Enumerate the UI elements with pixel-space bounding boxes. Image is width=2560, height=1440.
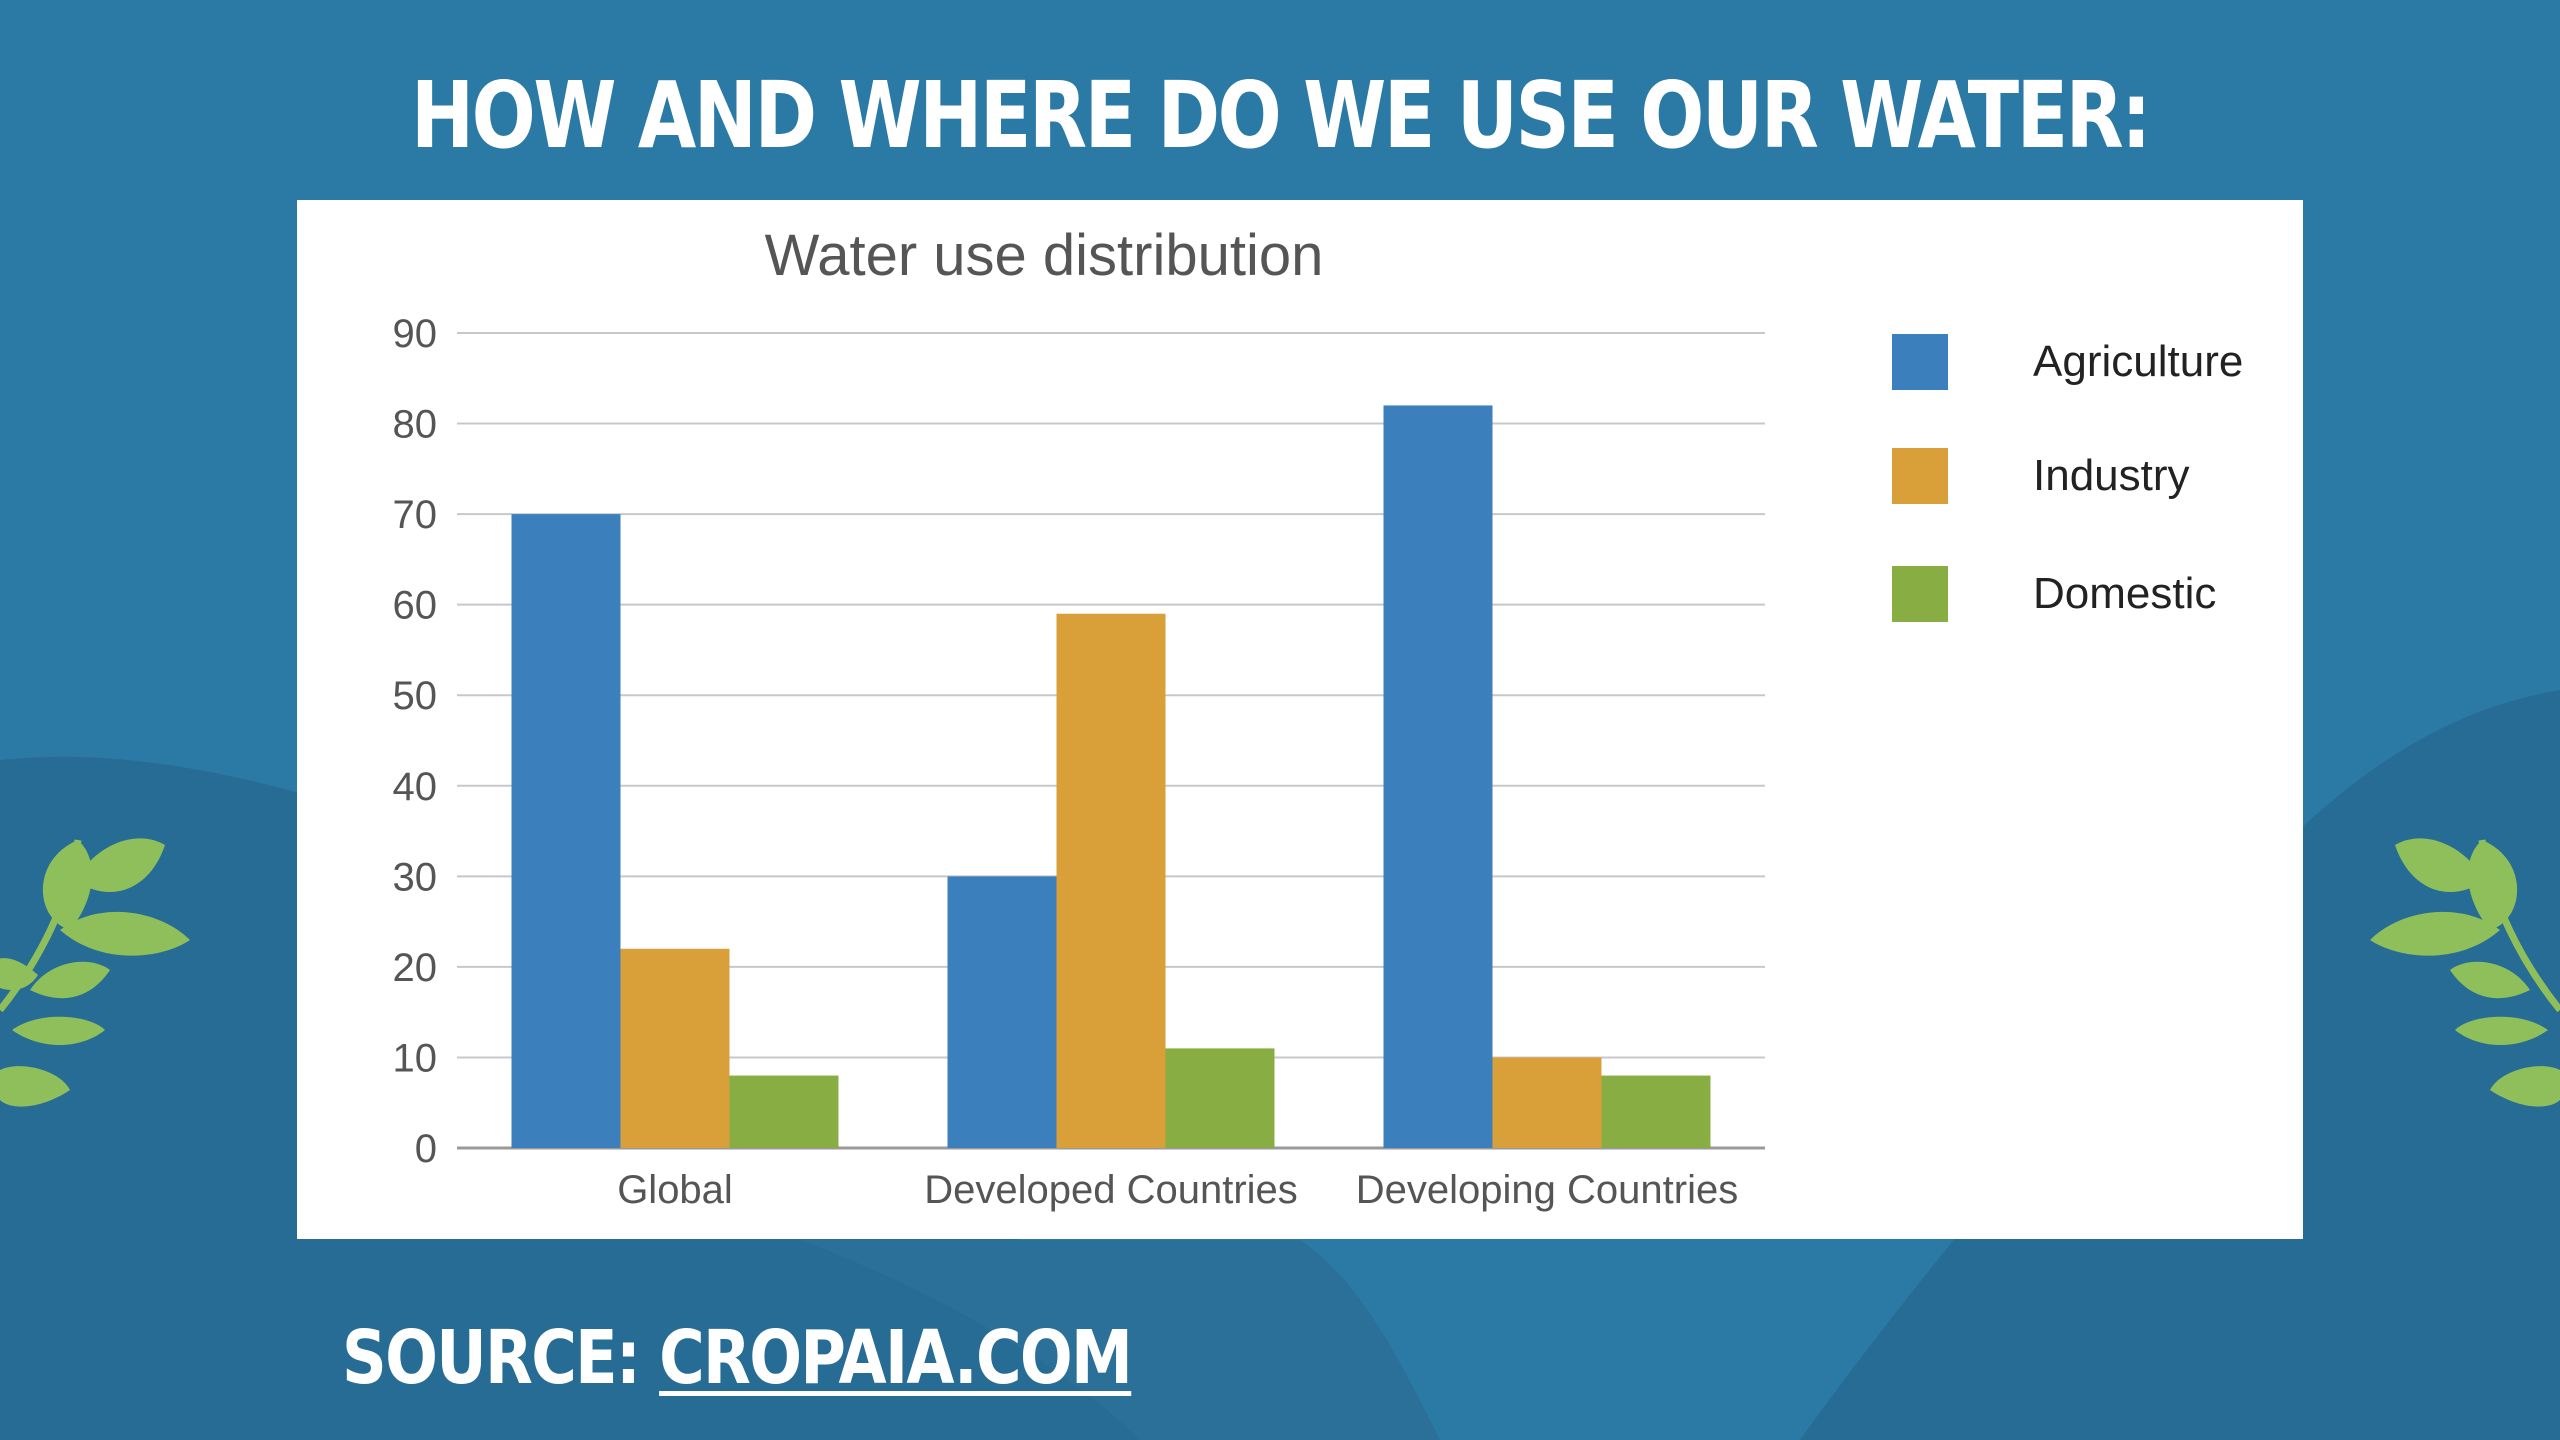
y-tick-label: 40: [393, 765, 438, 809]
bar-agriculture-global: [511, 514, 621, 1148]
water-use-bar-chart: Water use distribution 0 10 20 30 40 50 60 70 80…: [393, 223, 2244, 1212]
source-prefix: SOURCE:: [342, 1315, 660, 1401]
x-tick-label: Developed Countries: [924, 1168, 1298, 1212]
legend-label-domestic: Domestic: [2033, 569, 2216, 618]
x-tick-label: Developing Countries: [1356, 1168, 1738, 1212]
y-tick-label: 30: [393, 855, 438, 899]
legend-swatch-industry: [1892, 448, 1948, 504]
legend-swatch-agriculture: [1892, 334, 1948, 390]
bar-domestic-developing-countries: [1601, 1075, 1711, 1148]
bar-industry-global: [620, 948, 730, 1148]
chart-title: Water use distribution: [765, 223, 1324, 288]
y-tick-label: 60: [393, 584, 438, 628]
bar-agriculture-developing-countries: [1383, 405, 1493, 1148]
y-tick-label: 80: [393, 403, 438, 447]
y-axis-tick-labels: 0 10 20 30 40 50 60 70 80 90: [393, 312, 438, 1171]
x-axis-tick-labels: Global Developed Countries Developing Coun…: [617, 1168, 1738, 1212]
y-tick-label: 0: [415, 1127, 437, 1171]
leaf-branch-left-icon: [0, 838, 190, 1107]
background-wave-bottom: [800, 1240, 1440, 1440]
legend-label-industry: Industry: [2033, 451, 2190, 500]
chart-card: Water use distribution 0 10 20 30 40 50 60 70 80…: [297, 200, 2303, 1239]
leaf-branch-right-icon: [2370, 838, 2560, 1107]
legend-label-agriculture: Agriculture: [2033, 337, 2243, 386]
y-tick-label: 90: [393, 312, 438, 356]
y-tick-label: 50: [393, 674, 438, 718]
bar-domestic-global: [729, 1075, 839, 1148]
chart-legend: Agriculture Industry Domestic: [1892, 334, 2243, 622]
bar-agriculture-developed-countries: [947, 876, 1057, 1148]
bar-domestic-developed-countries: [1165, 1048, 1275, 1148]
y-tick-label: 70: [393, 493, 438, 537]
legend-swatch-domestic: [1892, 566, 1948, 622]
x-tick-label: Global: [617, 1168, 733, 1212]
chart-bars: [511, 405, 1711, 1148]
source-link[interactable]: CROPAIA.COM: [659, 1315, 1133, 1401]
y-tick-label: 20: [393, 946, 438, 990]
slide-title: HOW AND WHERE DO WE USE OUR WATER:: [410, 62, 2152, 169]
source-credit: SOURCE: CROPAIA.COM: [342, 1315, 1133, 1401]
bar-industry-developing-countries: [1492, 1057, 1602, 1148]
y-tick-label: 10: [393, 1036, 438, 1080]
bar-industry-developed-countries: [1056, 613, 1166, 1148]
